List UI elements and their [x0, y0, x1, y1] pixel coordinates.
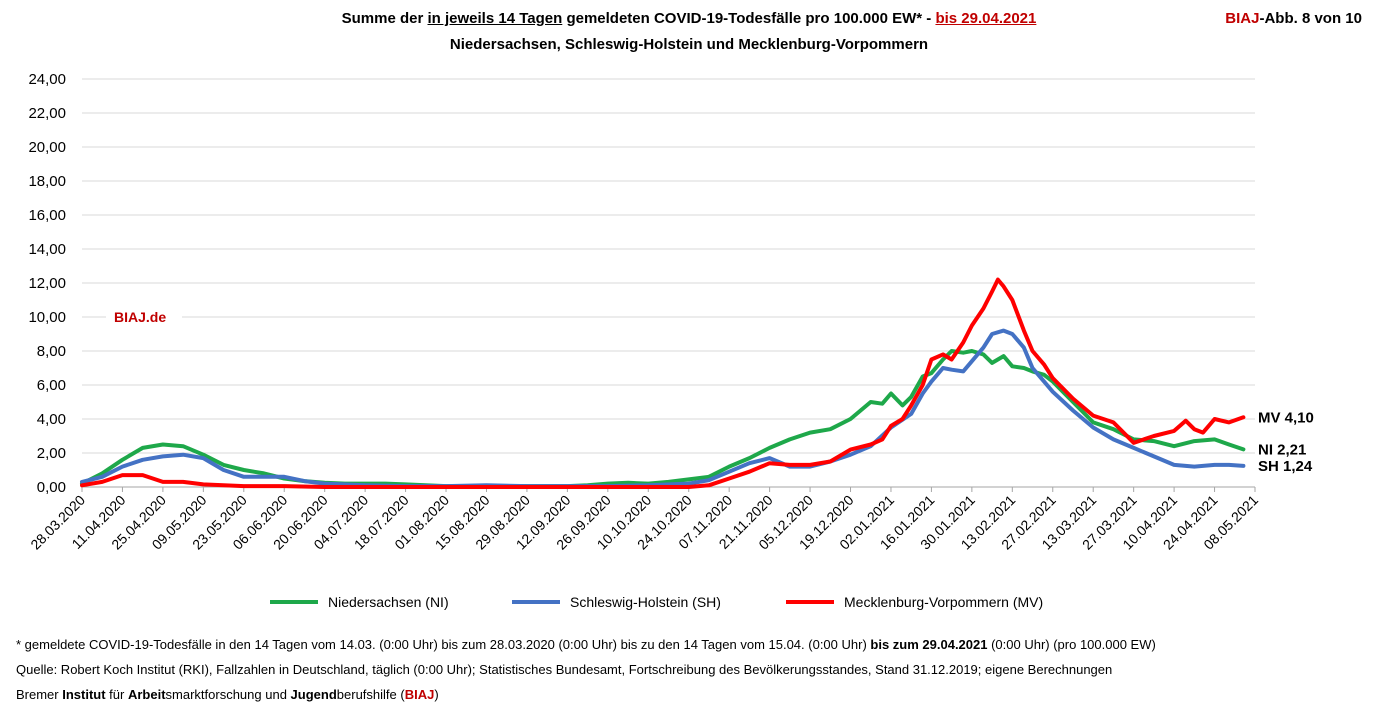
footnote-prefix: * gemeldete COVID-19-Todesfälle in den 1…: [16, 637, 871, 652]
legend: Niedersachsen (NI) Schleswig-Holstein (SH…: [0, 594, 1378, 614]
source-note: Quelle: Robert Koch Institut (RKI), Fall…: [16, 662, 1113, 677]
legend-item: Schleswig-Holstein (SH): [512, 594, 721, 610]
legend-swatch: [512, 600, 560, 604]
legend-swatch: [786, 600, 834, 604]
organisation-note: Bremer Institut für Arbeitsmarktforschun…: [16, 687, 439, 702]
chart-subtitle: Niedersachsen, Schleswig-Holstein und Me…: [449, 36, 929, 53]
badge-text: -Abb. 8 von 10: [1259, 10, 1362, 27]
y-tick-label: 22,00: [28, 105, 66, 122]
footnote-bold: bis zum 29.04.2021: [870, 637, 988, 652]
watermark-backdrop: [106, 308, 182, 326]
title-middle: gemeldeten COVID-19-Todesfälle pro 100.0…: [562, 10, 936, 27]
org-part: Jugend: [290, 687, 337, 702]
y-tick-label: 4,00: [37, 411, 66, 428]
y-tick-label: 20,00: [28, 139, 66, 156]
y-tick-label: 2,00: [37, 445, 66, 462]
y-tick-label: 24,00: [28, 71, 66, 88]
badge-brand: BIAJ: [1225, 10, 1260, 27]
y-tick-label: 12,00: [28, 275, 66, 292]
legend-swatch: [270, 600, 318, 604]
org-part: Arbeit: [127, 687, 166, 702]
footnote-suffix: (0:00 Uhr) (pro 100.000 EW): [987, 637, 1156, 652]
end-label: SH 1,24: [1258, 458, 1313, 475]
y-tick-label: 6,00: [37, 377, 66, 394]
legend-label: Niedersachsen (NI): [328, 594, 449, 610]
legend-label: Mecklenburg-Vorpommern (MV): [844, 594, 1044, 610]
org-part: Bremer: [16, 687, 63, 702]
legend-item: Mecklenburg-Vorpommern (MV): [786, 594, 1043, 610]
org-part: für: [105, 687, 128, 702]
org-part: berufshilfe (: [336, 687, 405, 702]
end-label: NI 2,21: [1258, 441, 1306, 458]
y-tick-label: 0,00: [37, 479, 66, 496]
end-label: MV 4,10: [1258, 409, 1314, 426]
org-brand: BIAJ: [404, 687, 435, 702]
y-tick-label: 18,00: [28, 173, 66, 190]
legend-item: Niedersachsen (NI): [270, 594, 449, 610]
legend-label: Schleswig-Holstein (SH): [570, 594, 721, 610]
chart-title: Summe der in jeweils 14 Tagen gemeldeten…: [0, 10, 1378, 27]
org-part: Institut: [62, 687, 106, 702]
y-tick-label: 16,00: [28, 207, 66, 224]
series-line: [80, 277, 1246, 489]
figure-badge: BIAJ-Abb. 8 von 10: [1225, 10, 1362, 27]
watermark: BIAJ.de: [114, 309, 166, 325]
series-line: [80, 328, 1246, 489]
title-underlined: in jeweils 14 Tagen: [427, 10, 563, 27]
org-part: ): [434, 687, 439, 702]
org-part: smarktforschung und: [165, 687, 291, 702]
title-prefix: Summe der: [341, 10, 428, 27]
footnote: * gemeldete COVID-19-Todesfälle in den 1…: [16, 637, 1156, 652]
y-tick-label: 14,00: [28, 241, 66, 258]
y-tick-label: 10,00: [28, 309, 66, 326]
y-tick-label: 8,00: [37, 343, 66, 360]
title-date: bis 29.04.2021: [935, 10, 1037, 27]
